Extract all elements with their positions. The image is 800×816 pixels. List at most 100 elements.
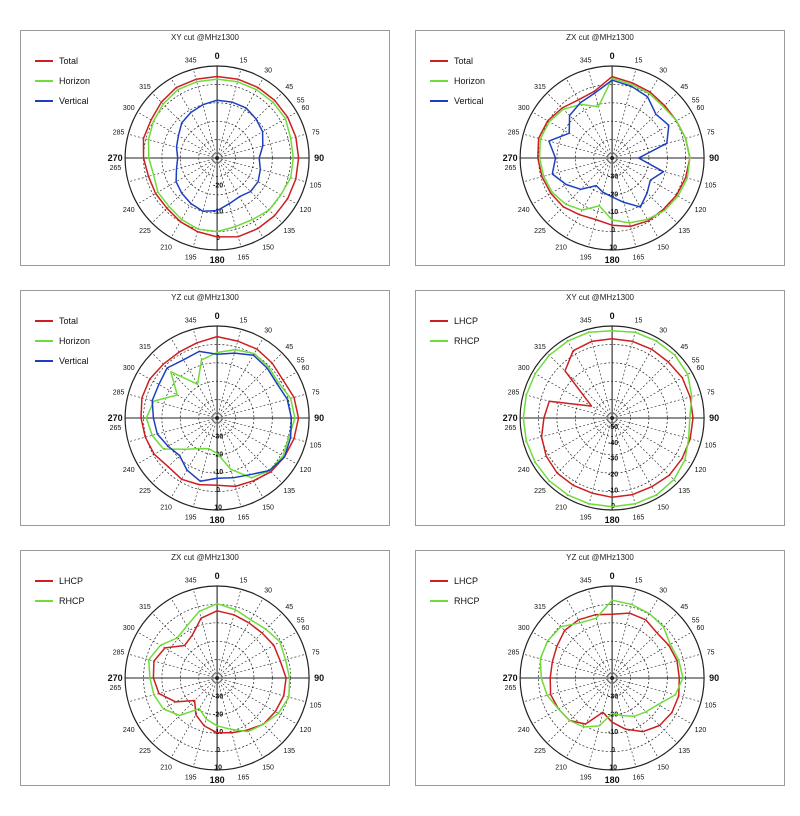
- angle-tick-label: 225: [534, 488, 546, 495]
- polar-chart-panel: XY cut @MHz1300 0 15 30 45 55 60 75 90 105 120 135 1…: [415, 290, 785, 526]
- angle-tick-label: 240: [518, 467, 530, 474]
- legend-entry: Horizon: [35, 331, 90, 351]
- radial-tick-label: -30: [213, 694, 223, 701]
- radial-tick-label: 0: [611, 227, 615, 234]
- grid-spoke: [216, 338, 264, 419]
- angle-tick-label: 135: [678, 488, 690, 495]
- angle-tick-label: 135: [283, 488, 295, 495]
- angle-tick-label: 285: [113, 390, 125, 397]
- grid-spoke: [128, 133, 218, 159]
- angle-tick-label: 300: [123, 625, 135, 632]
- grid-spoke: [611, 417, 678, 484]
- angle-tick-label: 225: [139, 228, 151, 235]
- grid-spoke: [216, 612, 283, 679]
- grid-spoke: [523, 133, 613, 159]
- grid-spoke: [612, 393, 702, 419]
- grid-spoke: [611, 417, 637, 507]
- series-line-rhcp: [539, 599, 684, 728]
- angle-tick-label: 105: [705, 182, 717, 189]
- angle-tick-label: 210: [160, 244, 172, 251]
- angle-tick-label: 30: [264, 328, 272, 335]
- legend: Total Horizon Vertical: [35, 311, 90, 371]
- grid-spoke: [151, 417, 218, 484]
- legend-label: LHCP: [59, 576, 84, 586]
- grid-spoke: [612, 653, 702, 679]
- angle-tick-label: 240: [123, 727, 135, 734]
- grid-spoke: [137, 417, 218, 465]
- legend-entry: Vertical: [35, 351, 90, 371]
- legend-entry: Horizon: [430, 71, 485, 91]
- legend-swatch: [35, 600, 53, 602]
- series-line-rhcp: [522, 330, 693, 508]
- grid-spoke: [170, 157, 218, 238]
- angle-tick-label: 195: [580, 775, 592, 782]
- grid-spoke: [137, 631, 218, 679]
- legend-entry: Horizon: [35, 71, 90, 91]
- angle-tick-label: 75: [312, 650, 320, 657]
- grid-spoke: [216, 157, 242, 247]
- grid-spoke: [151, 157, 218, 224]
- radial-tick-label: 10: [609, 244, 617, 251]
- angle-tick-label: 265: [505, 165, 517, 172]
- angle-tick-label: 315: [139, 84, 151, 91]
- grid-spoke: [565, 677, 613, 758]
- angle-tick-label: 210: [160, 764, 172, 771]
- angle-tick-label: 180: [605, 775, 620, 785]
- grid-spoke: [216, 157, 264, 238]
- angle-tick-label: 0: [610, 311, 615, 321]
- grid-spoke: [532, 417, 613, 465]
- legend-label: Vertical: [454, 96, 484, 106]
- grid-spoke: [611, 417, 659, 498]
- grid-spoke: [216, 417, 264, 498]
- angle-tick-label: 0: [610, 571, 615, 581]
- angle-tick-label: 150: [262, 244, 274, 251]
- angle-tick-label: 345: [580, 317, 592, 324]
- legend-label: Total: [454, 56, 474, 66]
- angle-tick-label: 270: [108, 153, 123, 163]
- angle-tick-label: 165: [633, 775, 645, 782]
- legend-label: Total: [59, 56, 79, 66]
- series-line-total: [142, 75, 300, 238]
- radial-tick-label: -30: [608, 174, 618, 181]
- angle-tick-label: 285: [508, 390, 520, 397]
- angle-tick-label: 90: [709, 673, 719, 683]
- grid-spoke: [546, 612, 613, 679]
- grid-spoke: [532, 371, 613, 419]
- angle-tick-label: 135: [678, 228, 690, 235]
- legend-swatch: [35, 80, 53, 82]
- radial-tick-label: -30: [213, 434, 223, 441]
- angle-tick-label: 120: [695, 207, 707, 214]
- angle-tick-label: 150: [657, 764, 669, 771]
- angle-tick-label: 270: [503, 673, 518, 683]
- angle-tick-label: 300: [123, 105, 135, 112]
- grid-spoke: [170, 338, 218, 419]
- legend-swatch: [430, 80, 448, 82]
- grid-spoke: [587, 589, 613, 679]
- angle-tick-label: 195: [580, 515, 592, 522]
- radial-tick-label: 0: [216, 747, 220, 754]
- angle-tick-label: 345: [580, 577, 592, 584]
- grid-spoke: [611, 352, 678, 419]
- angle-tick-label: 15: [635, 317, 643, 324]
- angle-tick-label: 55: [692, 97, 700, 104]
- angle-tick-label: 240: [518, 207, 530, 214]
- radial-tick-label: -20: [608, 472, 618, 479]
- grid-spoke: [170, 78, 218, 159]
- angle-tick-label: 180: [210, 515, 225, 525]
- angle-tick-label: 150: [262, 764, 274, 771]
- grid-spoke: [546, 417, 613, 484]
- angle-tick-label: 75: [707, 390, 715, 397]
- grid-spoke: [217, 653, 307, 679]
- angle-tick-label: 105: [310, 442, 322, 449]
- grid-spoke: [523, 417, 613, 443]
- grid-spoke: [216, 111, 297, 159]
- grid-spoke: [523, 653, 613, 679]
- chart-title: ZX cut @MHz1300: [566, 33, 634, 42]
- legend: LHCP RHCP: [430, 311, 480, 351]
- angle-tick-label: 60: [302, 105, 310, 112]
- legend-swatch: [35, 320, 53, 322]
- series-line-horizon: [147, 78, 295, 233]
- angle-tick-label: 55: [297, 97, 305, 104]
- grid-spoke: [611, 612, 678, 679]
- angle-tick-label: 60: [302, 365, 310, 372]
